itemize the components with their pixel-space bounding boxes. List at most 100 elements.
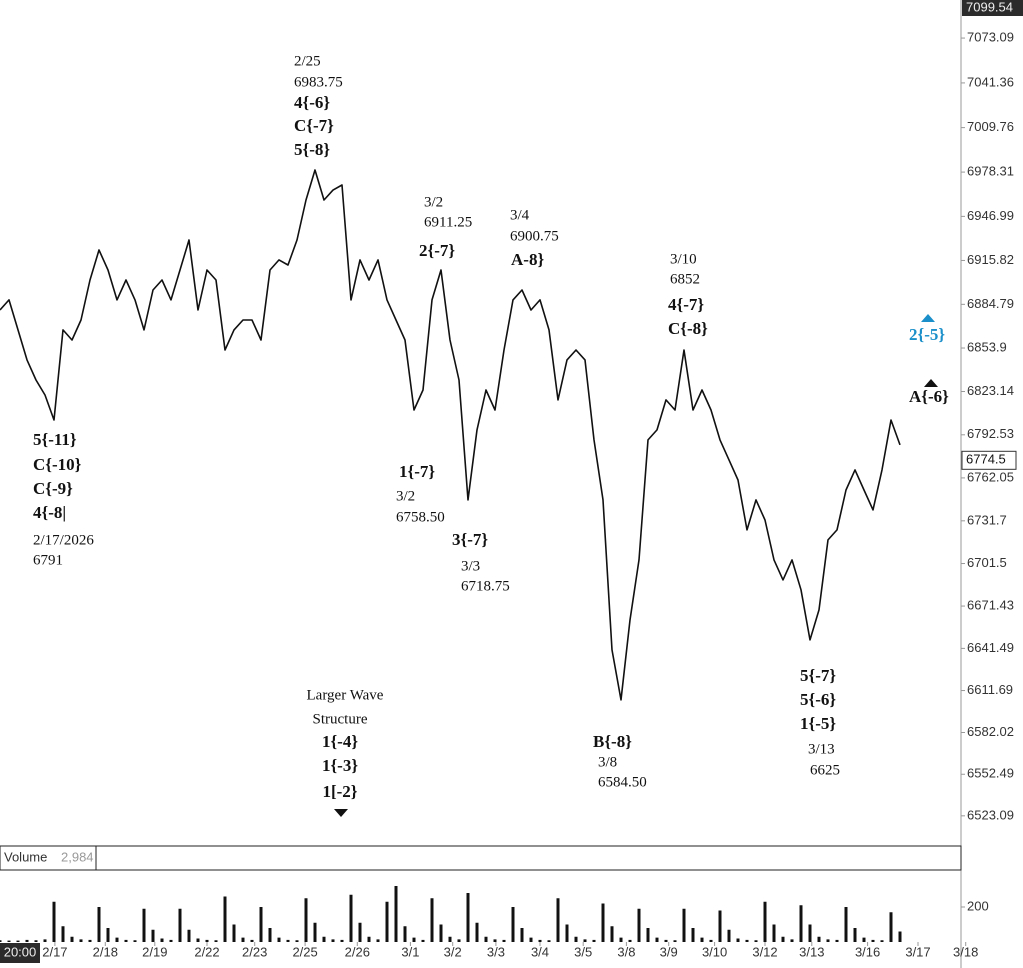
volume-bar xyxy=(97,907,101,942)
volume-bar xyxy=(34,940,38,942)
y-tick-label: 6853.9 xyxy=(967,339,1007,354)
y-tick-label: 6762.05 xyxy=(967,469,1014,484)
volume-bar xyxy=(898,931,902,942)
volume-bar xyxy=(223,896,227,942)
volume-bar xyxy=(538,939,542,942)
y-tick-label: 6611.69 xyxy=(967,682,1013,697)
volume-bar xyxy=(457,939,461,942)
volume-bar xyxy=(637,908,641,942)
volume-bar xyxy=(880,940,884,942)
volume-bar xyxy=(25,939,29,942)
volume-bar xyxy=(367,936,371,942)
price-line xyxy=(0,169,901,701)
last-price-label: 6774.5 xyxy=(966,452,1006,467)
wave-annotation: 2{-7} xyxy=(419,241,455,260)
y-tick-label: 6582.02 xyxy=(967,724,1014,739)
volume-bar xyxy=(403,926,407,942)
y-tick-label: 6823.14 xyxy=(967,383,1014,398)
volume-bar xyxy=(169,939,173,942)
wave-annotation: 3/2 xyxy=(396,488,415,504)
volume-header xyxy=(0,845,962,871)
wave-annotation: 2/25 xyxy=(294,53,321,69)
volume-bar xyxy=(772,924,776,942)
wave-annotation: Larger Wave xyxy=(307,687,384,703)
volume-bar xyxy=(799,905,803,942)
volume-bar xyxy=(790,939,794,942)
volume-bar xyxy=(493,939,497,942)
volume-bar xyxy=(61,926,65,942)
y-tick-label: 6946.99 xyxy=(967,208,1014,223)
y-tick-label: 6552.49 xyxy=(967,766,1014,781)
wave-annotation: 6625 xyxy=(810,762,840,778)
wave-annotation: 6852 xyxy=(670,271,700,287)
volume-bar xyxy=(142,908,146,942)
volume-bar xyxy=(421,939,425,942)
y-tick-label: 6523.09 xyxy=(967,807,1014,822)
volume-bar xyxy=(520,928,524,942)
volume-bar xyxy=(16,940,20,942)
wave-annotation: 2{-5} xyxy=(909,325,945,344)
y-tick-label: 6701.5 xyxy=(967,555,1007,570)
y-tick-label: 7009.76 xyxy=(967,119,1014,134)
wave-annotation: 5{-11} xyxy=(33,430,77,449)
volume-bar xyxy=(340,939,344,942)
volume-bar xyxy=(439,924,443,942)
wave-annotation: 4{-7} xyxy=(668,295,704,314)
wave-annotation: C{-10} xyxy=(33,455,82,474)
volume-bar xyxy=(205,939,209,942)
volume-bar xyxy=(376,939,380,942)
wave-annotation: Structure xyxy=(313,711,368,727)
y-tick-label: 6731.7 xyxy=(967,512,1007,527)
volume-bar xyxy=(763,901,767,942)
volume-bar xyxy=(682,908,686,942)
volume-bar xyxy=(124,939,128,942)
volume-bar xyxy=(214,940,218,942)
last-price-box xyxy=(961,450,1017,470)
wave-annotation: 2/17/2026 xyxy=(33,532,94,548)
volume-bar xyxy=(88,939,92,942)
volume-bar xyxy=(412,937,416,942)
x-tick-label: 3/9 xyxy=(660,944,678,959)
volume-bar xyxy=(592,939,596,942)
volume-bar xyxy=(565,924,569,942)
x-tick-label: 3/4 xyxy=(531,944,549,959)
volume-bar xyxy=(43,939,47,942)
y-tick-label: 6915.82 xyxy=(967,252,1014,267)
volume-bar xyxy=(79,939,83,942)
volume-bar xyxy=(0,940,2,942)
volume-bar xyxy=(556,898,560,942)
volume-bar xyxy=(610,926,614,942)
wave-annotation: 5{-6} xyxy=(800,690,836,709)
high-marker-label: 7099.54 xyxy=(966,0,1013,14)
volume-bar xyxy=(700,937,704,942)
x-tick-label: 2/23 xyxy=(242,944,267,959)
volume-bar xyxy=(322,936,326,942)
volume-bar xyxy=(448,936,452,942)
y-tick-label: 6671.43 xyxy=(967,597,1014,612)
x-tick-label: 3/12 xyxy=(752,944,777,959)
volume-bar xyxy=(106,928,110,942)
volume-bar xyxy=(232,924,236,942)
volume-bar xyxy=(718,910,722,942)
wave-annotation: 6758.50 xyxy=(396,509,445,525)
x-tick-label: 3/16 xyxy=(855,944,880,959)
volume-bar xyxy=(583,939,587,942)
x-tick-label: 3/13 xyxy=(799,944,824,959)
wave-annotation: 3/8 xyxy=(598,754,617,770)
volume-bar xyxy=(187,929,191,942)
volume-bar xyxy=(853,928,857,942)
wave-annotation: 3{-7} xyxy=(452,530,488,549)
wave-annotation: B{-8} xyxy=(593,732,632,751)
wave-annotation: 1[-2} xyxy=(322,782,357,801)
x-tick-label: 3/3 xyxy=(487,944,505,959)
volume-bar xyxy=(286,939,290,942)
volume-bar xyxy=(862,937,866,942)
volume-bar xyxy=(250,939,254,942)
volume-bar xyxy=(394,886,398,942)
wave-annotation: 1{-5} xyxy=(800,714,836,733)
wave-annotation: 4{-6} xyxy=(294,93,330,112)
volume-bar xyxy=(655,937,659,942)
volume-tick-label: 200 xyxy=(967,898,989,913)
